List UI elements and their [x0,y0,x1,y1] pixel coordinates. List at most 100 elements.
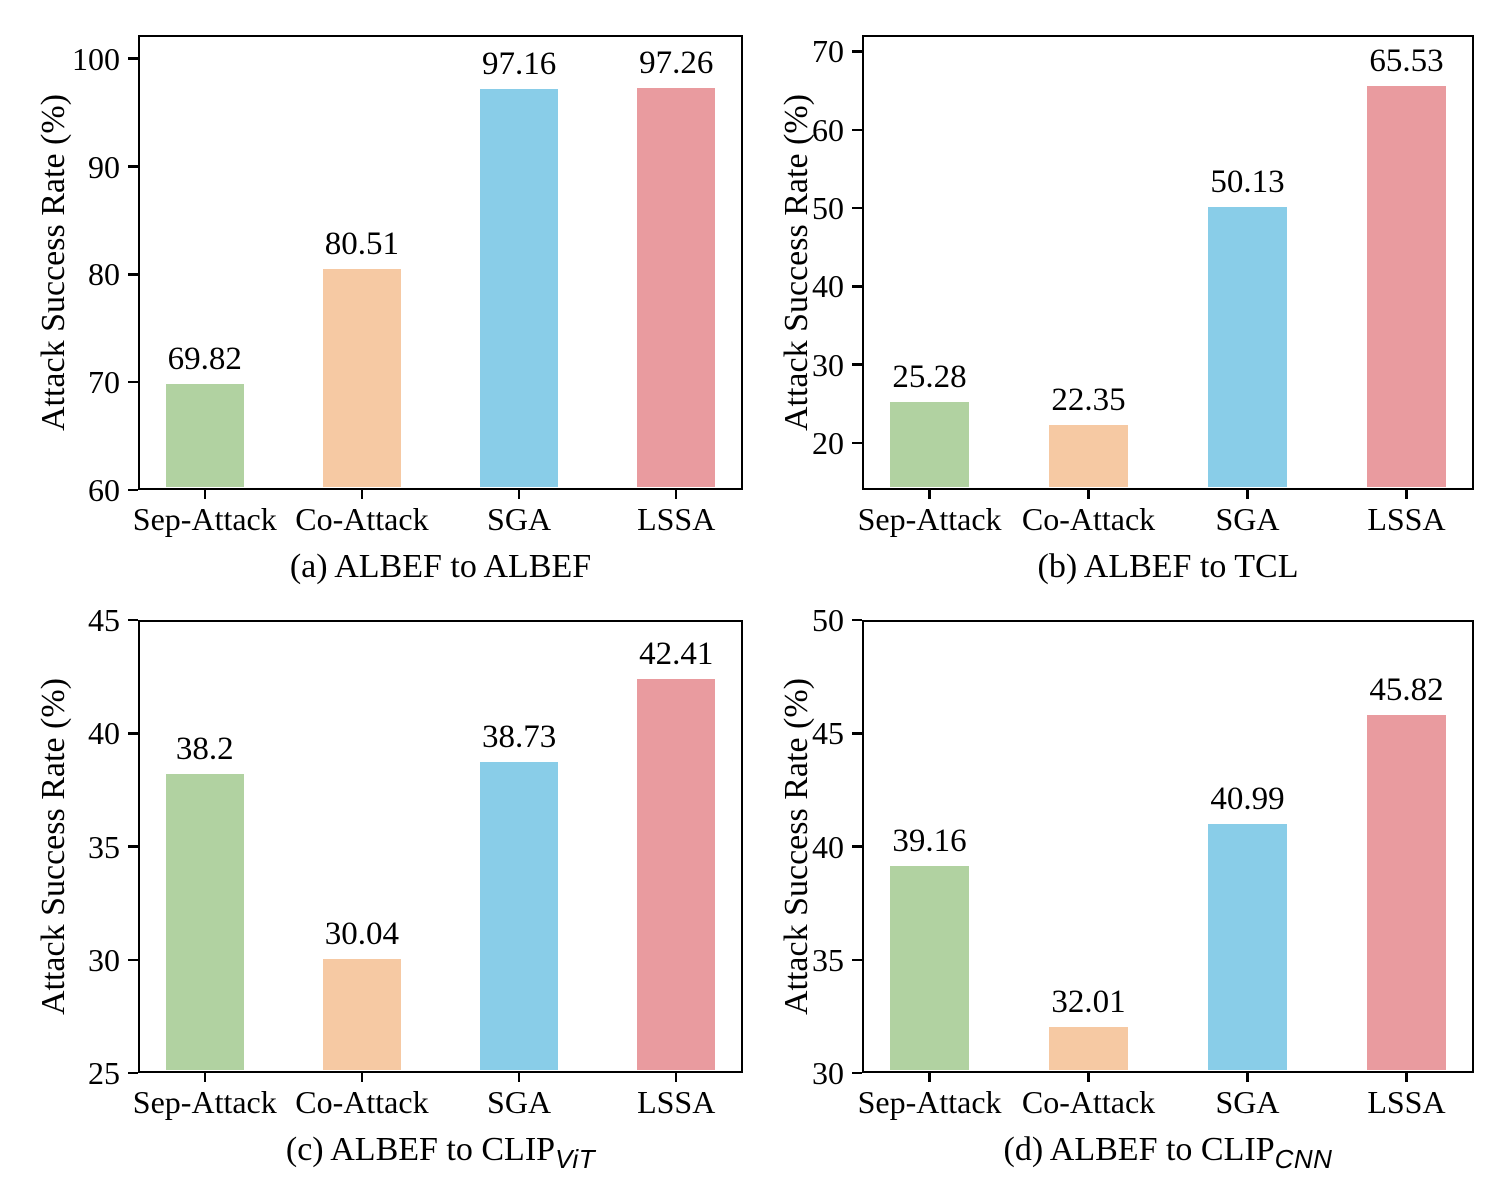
bar-value-label: 30.04 [324,915,400,952]
chart-caption: (a) ALBEF to ALBEF [138,547,743,587]
y-tick-mark [128,488,138,492]
y-tick-label: 20 [812,425,844,461]
bar-value-label: 40.99 [1210,781,1285,818]
y-tick-label: 35 [88,828,120,865]
x-tick-mark [203,490,207,499]
bar-value-label: 69.82 [167,341,242,378]
y-tick-label: 35 [812,941,844,978]
y-tick-label: 30 [812,1055,844,1091]
chart-caption-text: (b) ALBEF to TCL [1037,548,1299,585]
chart-caption: (d) ALBEF to CLIPCNN [862,1130,1474,1179]
bar-value-label: 65.53 [1369,43,1444,80]
bar-co-attack [1048,1027,1129,1071]
x-tick-mark [1246,1073,1249,1082]
bar-value-label: 45.82 [1369,671,1444,708]
y-tick-mark [852,363,862,366]
y-tick-label: 70 [88,364,120,401]
bar-lssa [1366,714,1447,1071]
y-tick-mark [128,57,138,60]
bar-co-attack [322,958,402,1071]
x-tick-label-lssa: LSSA [637,501,716,537]
y-tick-label: 100 [72,40,120,77]
x-tick-mark [360,490,364,499]
chart-caption-text: (d) ALBEF to CLIP [1003,1131,1275,1168]
chart-panel-d: Attack Success Rate (%) 30 35 40 45 50 39.16 Se… [750,600,1500,1200]
bar-value-label: 42.41 [639,635,714,672]
x-tick-mark [517,1073,521,1082]
x-tick-mark [928,490,931,499]
x-tick-label-sep-attack: Sep-Attack [857,1084,1002,1120]
x-tick-mark [1405,1073,1408,1082]
x-tick-label-sep-attack: Sep-Attack [132,1084,277,1120]
bar-lssa [1366,86,1447,488]
x-tick-mark [1246,490,1249,499]
y-tick-label: 60 [812,111,844,148]
chart-panel-b: Attack Success Rate (%) 20 30 40 50 60 70 25.28… [750,0,1500,600]
y-tick-mark [852,128,862,131]
y-tick-label: 40 [88,715,120,752]
y-axis-label-wrap: Attack Success Rate (%) [776,35,818,490]
x-tick-label-sep-attack: Sep-Attack [857,501,1002,537]
y-tick-mark [852,50,862,53]
chart-panel-c: Attack Success Rate (%) 25 30 35 40 45 38.2 Sep… [0,600,750,1200]
x-tick-label-sga: SGA [1215,1084,1280,1120]
bar-sep-attack [889,401,970,488]
y-tick-label: 30 [812,346,844,383]
bar-value-label: 25.28 [892,358,967,395]
x-tick-label-sga: SGA [1215,501,1280,537]
chart-caption-text: (a) ALBEF to ALBEF [289,548,592,585]
bar-value-label: 32.01 [1051,984,1126,1021]
bar-sep-attack [889,865,970,1071]
bar-sep-attack [165,384,245,488]
x-tick-mark [360,1073,364,1082]
y-tick-mark [852,958,862,961]
y-tick-mark [128,165,138,168]
y-tick-label: 45 [812,715,844,752]
chart-panel-a: Attack Success Rate (%) 60 70 80 90 100 69.82 S… [0,0,750,600]
x-tick-label-sep-attack: Sep-Attack [132,501,277,537]
bar-value-label: 50.13 [1210,164,1285,201]
x-tick-mark [674,490,678,499]
x-tick-mark [1087,490,1090,499]
y-tick-mark [128,958,138,961]
bar-sga [479,762,559,1071]
x-tick-mark [517,490,521,499]
y-tick-mark [852,1071,862,1075]
bar-value-label: 97.16 [481,46,557,83]
y-tick-mark [852,206,862,210]
y-tick-label: 25 [88,1055,120,1091]
chart-caption: (b) ALBEF to TCL [862,547,1474,587]
bar-value-label: 97.26 [639,45,714,82]
bar-lssa [636,678,716,1071]
x-tick-mark [674,1073,678,1082]
y-tick-label: 70 [812,33,844,70]
bar-value-label: 38.2 [175,731,234,768]
x-tick-label-sga: SGA [487,501,552,537]
x-tick-mark [1087,1073,1090,1082]
y-tick-label: 45 [88,602,120,638]
chart-caption-subscript: ViT [555,1144,596,1174]
y-tick-mark [128,845,138,848]
y-tick-label: 60 [88,472,120,508]
x-tick-mark [1405,490,1408,499]
y-tick-mark [128,273,138,276]
y-tick-mark [128,380,138,384]
y-tick-label: 40 [812,268,844,305]
x-tick-label-co-attack: Co-Attack [1021,501,1156,537]
y-tick-mark [852,845,862,848]
bar-sga [479,89,559,488]
chart-caption: (c) ALBEF to CLIPViT [138,1130,743,1179]
y-tick-mark [852,618,862,622]
x-tick-label-co-attack: Co-Attack [295,1084,429,1120]
y-tick-label: 50 [812,602,844,638]
bar-co-attack [322,268,402,488]
bar-sga [1207,824,1288,1071]
bar-value-label: 38.73 [481,719,557,755]
chart-caption-text: (c) ALBEF to CLIP [285,1131,556,1168]
y-tick-mark [852,441,862,445]
y-tick-mark [128,1071,138,1075]
x-tick-label-sga: SGA [487,1084,552,1120]
y-tick-label: 40 [812,828,844,865]
bar-co-attack [1048,424,1129,488]
